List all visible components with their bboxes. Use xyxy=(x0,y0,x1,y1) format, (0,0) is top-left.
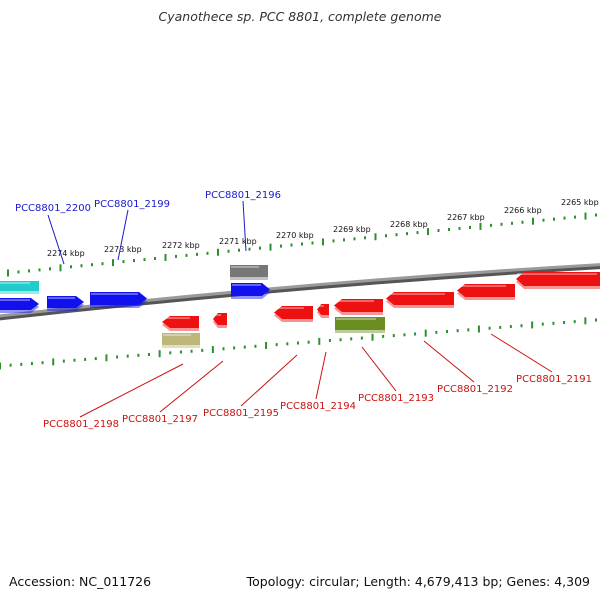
leader-line-top xyxy=(242,200,247,252)
gene-arrow-red xyxy=(274,306,313,322)
gene-arrow-red xyxy=(213,313,227,328)
gene-arrow-red xyxy=(317,304,329,318)
gene-label-bottom: PCC8801_2194 xyxy=(280,401,356,412)
gene-arrow-blue xyxy=(47,296,84,311)
gene-label-top: PCC8801_2200 xyxy=(15,203,91,214)
leader-line-bottom xyxy=(79,363,184,418)
kbp-tick-label: 2268 kbp xyxy=(390,220,428,229)
kbp-label-group: 2274 kbp 2273 kbp 2272 kbp 2271 kbp 2270 kbp… xyxy=(47,198,599,258)
kbp-tick-label: 2267 kbp xyxy=(447,213,485,222)
gene-arrow-red xyxy=(516,272,600,289)
gene-label-bottom: PCC8801_2198 xyxy=(43,419,119,430)
kbp-tick-label: 2273 kbp xyxy=(104,245,142,254)
kbp-tick-label: 2269 kbp xyxy=(333,225,371,234)
leader-line-group xyxy=(47,200,553,418)
gene-arrow-red xyxy=(162,316,199,331)
tick-track-top xyxy=(7,212,597,277)
accession-text: Accession: NC_011726 xyxy=(9,574,152,589)
feature-box-cyan xyxy=(0,281,39,294)
feature-group xyxy=(0,265,600,348)
feature-box-gray xyxy=(230,265,268,280)
gene-arrow-red xyxy=(334,299,383,315)
leader-line-bottom xyxy=(361,346,397,392)
leader-line-bottom xyxy=(240,354,298,407)
gene-arrow-blue xyxy=(0,298,39,313)
feature-box-khaki xyxy=(162,333,200,348)
gene-label-bottom: PCC8801_2192 xyxy=(437,384,513,395)
backbone-shadow xyxy=(0,264,600,321)
gene-arrow-blue xyxy=(231,283,270,299)
gene-label-bottom: PCC8801_2197 xyxy=(122,414,198,425)
kbp-tick-label: 2272 kbp xyxy=(162,241,200,250)
gene-label-group: PCC8801_2200 PCC8801_2199 PCC8801_2196 PCC8… xyxy=(15,190,592,430)
kbp-tick-label: 2270 kbp xyxy=(276,231,314,240)
leader-line-top xyxy=(117,209,129,261)
gene-label-bottom: PCC8801_2195 xyxy=(203,408,279,419)
gene-label-top: PCC8801_2196 xyxy=(205,190,281,201)
feature-box-olive xyxy=(335,317,385,333)
map-title: Cyanothece sp. PCC 8801, complete genome xyxy=(158,9,442,24)
kbp-tick-label: 2265 kbp xyxy=(561,198,599,207)
kbp-tick-label: 2274 kbp xyxy=(47,249,85,258)
genome-summary: Topology: circular; Length: 4,679,413 bp… xyxy=(246,574,590,589)
gene-arrow-red xyxy=(386,292,454,308)
kbp-tick-label: 2271 kbp xyxy=(219,237,257,246)
gene-label-bottom: PCC8801_2193 xyxy=(358,393,434,404)
tick-track-bottom xyxy=(0,317,597,370)
leader-line-bottom xyxy=(490,333,553,373)
leader-line-bottom xyxy=(315,351,327,400)
gene-arrow-blue xyxy=(90,292,147,308)
leader-line-bottom xyxy=(159,360,224,413)
leader-line-bottom xyxy=(423,340,475,383)
gene-arrow-red xyxy=(457,284,515,300)
backbone-line xyxy=(0,263,600,318)
leader-line-top xyxy=(47,214,65,265)
kbp-tick-label: 2266 kbp xyxy=(504,206,542,215)
gene-label-top: PCC8801_2199 xyxy=(94,199,170,210)
gene-label-bottom: PCC8801_2191 xyxy=(516,374,592,385)
backbone xyxy=(0,263,600,321)
